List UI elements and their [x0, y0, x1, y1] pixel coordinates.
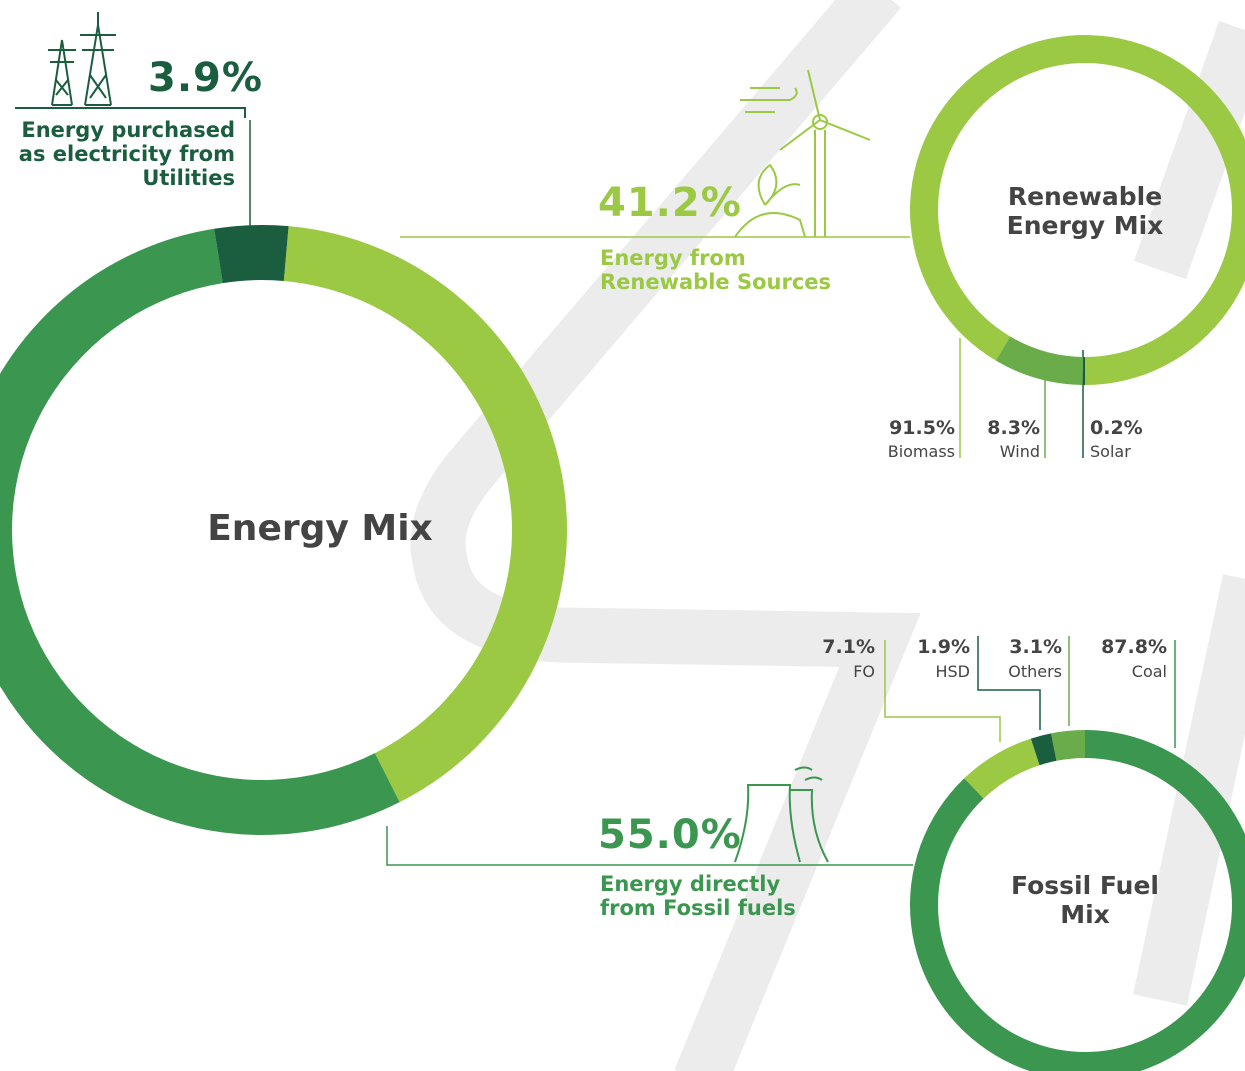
- category-label: Others: [1008, 662, 1062, 681]
- connectors: [249, 120, 1176, 866]
- value-label: 3.9%: [148, 55, 263, 101]
- value-label: 41.2%: [598, 180, 742, 226]
- category-label: Coal: [1131, 662, 1167, 681]
- chart-title: Renewable Energy Mix: [1006, 182, 1164, 240]
- value-label: 7.1%: [822, 636, 875, 658]
- pylon-icon: [15, 12, 246, 118]
- connector: [884, 640, 1001, 742]
- category-label: FO: [853, 662, 875, 681]
- value-label: 87.8%: [1101, 636, 1167, 658]
- category-label: Solar: [1090, 442, 1131, 461]
- donut-segment: [1030, 733, 1057, 766]
- bg-stroke: [1134, 20, 1245, 280]
- donut-segment: [964, 738, 1040, 799]
- connector: [977, 636, 1041, 730]
- fossil-icons: [734, 766, 829, 863]
- category-label: Wind: [999, 442, 1040, 461]
- category-label: Energy purchased as electricity from Uti…: [18, 118, 235, 191]
- donut-segment: [0, 228, 400, 835]
- value-label: 0.2%: [1090, 417, 1143, 439]
- connector: [386, 826, 913, 866]
- chart-title: Fossil Fuel Mix: [1011, 871, 1159, 929]
- chart-title: Energy Mix: [207, 508, 433, 549]
- value-label: 3.1%: [1009, 636, 1062, 658]
- value-label: 1.9%: [917, 636, 970, 658]
- donut-segment: [214, 225, 289, 284]
- donut-segment: [283, 226, 568, 803]
- category-label: HSD: [935, 662, 970, 681]
- category-label: Biomass: [887, 442, 955, 461]
- donut-segment: [1051, 730, 1085, 761]
- donut-segment: [995, 336, 1084, 385]
- value-label: 55.0%: [598, 812, 742, 858]
- donuts: [0, 35, 1245, 1071]
- category-label: Energy from Renewable Sources: [600, 246, 832, 295]
- donut-segment: [1082, 356, 1085, 385]
- value-label: 8.3%: [987, 417, 1040, 439]
- renewable-icons: [734, 69, 871, 238]
- value-label: 91.5%: [889, 417, 955, 439]
- category-label: Energy directly from Fossil fuels: [600, 872, 796, 921]
